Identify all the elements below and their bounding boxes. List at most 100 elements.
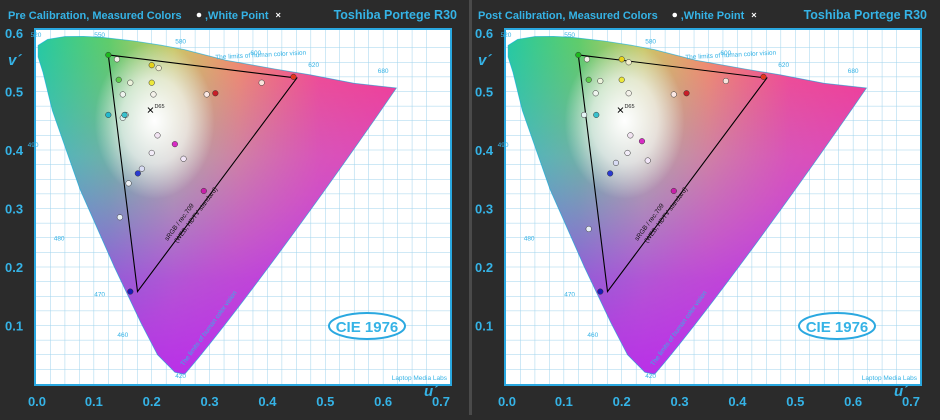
white-point-marker bbox=[147, 107, 154, 113]
measured-point bbox=[597, 288, 604, 295]
y-axis-label: v´ bbox=[8, 52, 22, 69]
measured-point bbox=[290, 73, 297, 80]
locus-label-top: The limits of human color vision bbox=[685, 50, 777, 62]
cie-badge bbox=[798, 312, 876, 340]
measured-point bbox=[171, 141, 178, 148]
measured-point bbox=[670, 91, 677, 98]
measured-point bbox=[134, 170, 141, 177]
measured-point bbox=[148, 79, 155, 86]
white-point-legend-icon bbox=[751, 12, 757, 18]
y-tick-label: 0.6 bbox=[475, 26, 493, 41]
wavelength-label: 520 bbox=[31, 32, 42, 39]
wavelength-label: 460 bbox=[117, 332, 128, 339]
wavelength-label: 680 bbox=[848, 68, 859, 75]
panel-divider bbox=[469, 0, 472, 415]
measured-point bbox=[612, 159, 619, 166]
panel-title: Pre Calibration, Measured Colors bbox=[8, 10, 182, 22]
measured-point bbox=[212, 90, 219, 97]
wavelength-label: 550 bbox=[94, 32, 105, 39]
measured-point bbox=[683, 90, 690, 97]
x-tick-label: 0.3 bbox=[201, 394, 219, 409]
white-point-legend-label: ,White Point bbox=[205, 10, 269, 22]
x-tick-label: 0.5 bbox=[786, 394, 804, 409]
measured-point bbox=[119, 91, 126, 98]
y-tick-label: 0.5 bbox=[5, 85, 23, 100]
measured-point bbox=[583, 56, 591, 63]
measured-point bbox=[644, 157, 651, 164]
y-tick-label: 0.3 bbox=[475, 202, 493, 217]
measured-point bbox=[607, 170, 614, 177]
x-tick-label: 0.1 bbox=[555, 394, 573, 409]
spectral-locus-outline bbox=[37, 35, 398, 375]
y-tick-label: 0.4 bbox=[5, 143, 24, 158]
measured-point bbox=[593, 111, 600, 118]
measured-point bbox=[618, 76, 625, 83]
measured-point bbox=[585, 76, 592, 83]
wavelength-label: 550 bbox=[564, 32, 575, 39]
measured-point bbox=[127, 79, 134, 86]
measured-point bbox=[670, 187, 677, 194]
watermark: Laptop Media Labs bbox=[392, 375, 448, 382]
measured-point bbox=[116, 214, 123, 221]
panel-title: Post Calibration, Measured Colors bbox=[478, 10, 658, 22]
wavelength-label: 600 bbox=[250, 50, 261, 57]
measured-point bbox=[113, 56, 121, 63]
product-name: Toshiba Portege R30 bbox=[334, 8, 457, 22]
x-tick-label: 0.2 bbox=[143, 394, 161, 409]
cie-badge bbox=[328, 312, 406, 340]
wavelength-label: 490 bbox=[498, 142, 509, 149]
spectral-locus-outline bbox=[507, 35, 868, 375]
wavelength-label: 600 bbox=[720, 50, 731, 57]
measured-point bbox=[180, 155, 187, 162]
y-tick-label: 0.2 bbox=[5, 260, 23, 275]
measured-point bbox=[200, 187, 207, 194]
x-tick-label: 0.6 bbox=[374, 394, 392, 409]
white-point-label: D65 bbox=[624, 104, 634, 110]
y-tick-label: 0.2 bbox=[475, 260, 493, 275]
wavelength-label: 470 bbox=[94, 291, 105, 298]
measured-point bbox=[115, 76, 122, 83]
y-tick-label: 0.6 bbox=[5, 26, 23, 41]
x-tick-label: 0.7 bbox=[902, 394, 920, 409]
white-point-legend-label: ,White Point bbox=[681, 10, 745, 22]
measured-point bbox=[585, 225, 592, 233]
cie-badge-label: CIE 1976 bbox=[806, 319, 869, 336]
x-tick-label: 0.3 bbox=[671, 394, 689, 409]
x-tick-label: 0.0 bbox=[28, 394, 46, 409]
wavelength-label: 460 bbox=[587, 332, 598, 339]
measured-point bbox=[138, 165, 145, 172]
measured-point bbox=[575, 51, 582, 58]
white-point-marker bbox=[617, 107, 624, 113]
measured-point bbox=[154, 132, 161, 139]
wavelength-label: 490 bbox=[28, 142, 39, 149]
white-point-label: D65 bbox=[154, 104, 164, 110]
wavelength-label: 470 bbox=[564, 291, 575, 298]
measured-point bbox=[638, 138, 646, 145]
wavelength-label: 580 bbox=[645, 39, 656, 46]
locus-label-top: The limits of human color vision bbox=[215, 50, 307, 62]
measured-point bbox=[150, 91, 157, 98]
measured-point bbox=[625, 90, 632, 97]
white-point-legend-icon bbox=[275, 12, 281, 18]
product-name: Toshiba Portege R30 bbox=[804, 8, 927, 22]
wavelength-label: 480 bbox=[54, 236, 65, 243]
measured-point bbox=[148, 149, 155, 156]
wavelength-label: 680 bbox=[378, 68, 389, 75]
measured-point bbox=[155, 65, 162, 72]
wavelength-label: 620 bbox=[308, 62, 319, 69]
wavelength-label: 520 bbox=[501, 32, 512, 39]
y-tick-label: 0.1 bbox=[475, 319, 493, 334]
measured-point bbox=[624, 149, 631, 156]
y-tick-label: 0.4 bbox=[475, 143, 494, 158]
measured-point bbox=[258, 79, 265, 86]
measured-point bbox=[105, 51, 112, 58]
measured-point bbox=[627, 132, 634, 139]
measured-point bbox=[618, 56, 625, 63]
measured-point bbox=[760, 73, 767, 80]
x-tick-label: 0.0 bbox=[498, 394, 516, 409]
y-tick-label: 0.1 bbox=[5, 319, 23, 334]
cie-badge-label: CIE 1976 bbox=[336, 319, 399, 336]
measured-color-legend-dot bbox=[196, 12, 202, 18]
